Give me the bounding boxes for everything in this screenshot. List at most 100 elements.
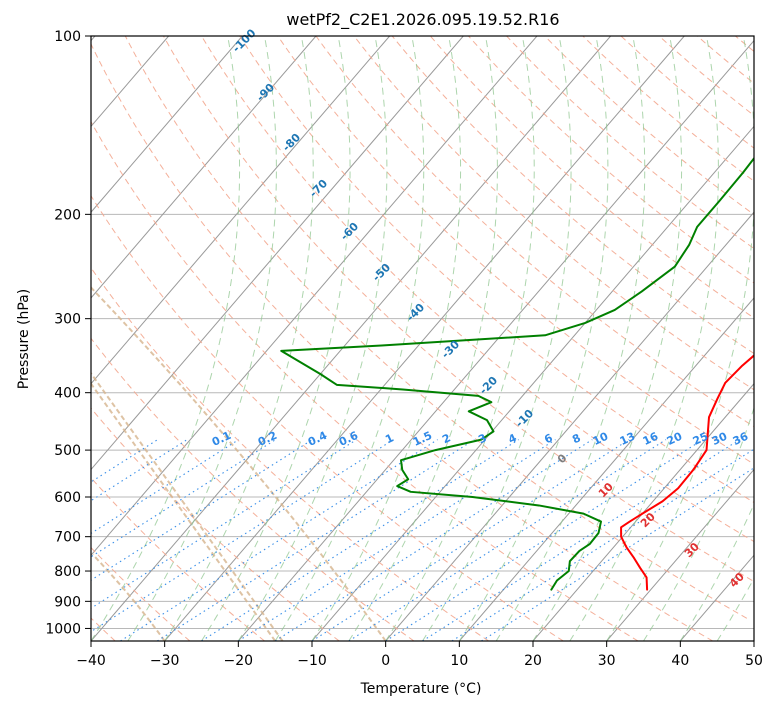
dry-adiabat-line <box>353 36 754 391</box>
moist-adiabat-line <box>753 640 754 641</box>
x-axis-tick-label: −40 <box>76 653 106 669</box>
x-axis-tick-label: 50 <box>745 653 763 669</box>
boundary-dashed-line <box>91 286 387 641</box>
dewpoint-profile-line <box>280 156 754 591</box>
isotherm-line <box>91 36 612 641</box>
moist-adiabat-line <box>606 36 754 641</box>
dry-adiabat-line <box>91 194 564 641</box>
moist-adiabat-line <box>127 36 277 641</box>
y-axis-tick-label: 200 <box>54 207 81 223</box>
mixing-ratio-line <box>91 439 394 633</box>
dry-adiabat-line <box>124 36 748 619</box>
dry-adiabat-line <box>239 36 754 504</box>
dry-adiabat-line <box>315 36 754 428</box>
dry-adiabat-line <box>544 36 754 216</box>
y-axis-tick-label: 800 <box>54 564 81 580</box>
isotherm-line <box>91 36 96 42</box>
mixing-ratio-line <box>91 439 240 535</box>
mixing-ratio-line <box>451 448 754 641</box>
y-axis-label: Pressure (hPa) <box>16 289 32 389</box>
x-axis-label: Temperature (°C) <box>360 681 482 697</box>
x-axis-tick-label: 20 <box>524 653 542 669</box>
moist-adiabat-line <box>385 36 535 641</box>
moist-adiabat-line <box>311 36 462 641</box>
isotherm-line <box>606 468 754 641</box>
boundary-dashed-line <box>92 553 166 641</box>
moist-adiabat-line <box>679 502 754 641</box>
isotherm-line <box>458 297 754 641</box>
dry-adiabat-line <box>391 36 754 355</box>
mixing-ratio-label: 10 <box>591 430 611 448</box>
dry-adiabat-line <box>91 42 714 641</box>
dry-adiabat-line <box>429 36 752 317</box>
dry-adiabat-line <box>468 36 754 284</box>
moist-adiabat-line <box>569 36 719 641</box>
isotherm-line <box>91 36 464 471</box>
isotherm-line <box>385 211 754 641</box>
mixing-ratio-line <box>91 439 158 483</box>
dry-adiabat-line <box>91 266 489 641</box>
moist-adiabat-line <box>164 36 314 641</box>
mixing-ratio-label: 13 <box>618 430 637 448</box>
mixing-ratio-label: 36 <box>731 430 751 448</box>
y-axis-tick-label: 900 <box>54 594 81 610</box>
mixing-ratio-label: 25 <box>691 430 710 448</box>
dry-adiabat-line <box>582 36 753 181</box>
plot-layer <box>91 36 754 641</box>
dry-adiabat-line <box>91 338 415 641</box>
dry-adiabat-line <box>620 36 754 149</box>
moist-adiabat-line <box>422 36 572 641</box>
y-axis-tick-label: 300 <box>54 312 81 328</box>
x-axis-tick-label: 10 <box>450 653 468 669</box>
y-axis-tick-label: 600 <box>54 490 81 506</box>
boundary-dashed-line <box>91 372 284 641</box>
moist-adiabat-line <box>201 36 351 641</box>
x-axis-tick-label: 30 <box>598 653 616 669</box>
y-axis-tick-label: 1000 <box>45 621 81 637</box>
boundary-dashed-line <box>91 381 276 641</box>
mixing-ratio-line <box>91 439 188 501</box>
dry-adiabat-line <box>658 36 754 117</box>
dry-adiabat-line <box>277 36 754 465</box>
mixing-ratio-line <box>91 439 313 581</box>
y-axis-tick-label: 500 <box>54 443 81 459</box>
y-axis-tick-label: 400 <box>54 386 81 402</box>
dry-adiabat-line <box>91 617 116 641</box>
moist-adiabat-line <box>532 36 683 641</box>
dry-adiabat-line <box>91 120 639 641</box>
isotherm-line <box>91 36 538 557</box>
temperature-profile-line <box>620 354 754 591</box>
isotherm-line <box>164 36 685 641</box>
dry-adiabat-line <box>162 36 753 581</box>
isotherm-line <box>91 36 391 385</box>
moist-adiabat-line <box>643 406 754 641</box>
x-axis-tick-label: −10 <box>297 653 327 669</box>
isotherm-line <box>532 382 754 641</box>
mixing-ratio-label: 30 <box>710 430 730 448</box>
dry-adiabat-line <box>91 546 191 641</box>
x-axis-tick-label: 40 <box>671 653 689 669</box>
x-axis-tick-label: 0 <box>381 653 390 669</box>
isotherm-line <box>753 640 754 641</box>
plot-background <box>91 36 754 641</box>
y-axis-tick-label: 700 <box>54 530 81 546</box>
isotherm-line <box>311 125 754 641</box>
x-axis-tick-label: −30 <box>150 653 180 669</box>
dry-adiabat-line <box>91 477 265 641</box>
mixing-ratio-label: 16 <box>641 430 661 448</box>
moist-adiabat-line <box>495 36 646 641</box>
dry-adiabat-line <box>91 407 340 641</box>
chart-title: wetPf2_C2E1.2026.095.19.52.R16 <box>286 10 559 30</box>
moist-adiabat-line <box>274 36 425 641</box>
moist-adiabat-line <box>237 36 388 641</box>
mixing-ratio-line <box>91 439 276 557</box>
mixing-ratio-label: 20 <box>665 430 685 448</box>
isotherm-line <box>91 36 317 299</box>
moist-adiabat-line <box>91 36 241 641</box>
plot-frame <box>90 35 755 642</box>
y-axis-tick-label: 100 <box>54 29 81 45</box>
isotherm-line <box>91 36 243 213</box>
dry-adiabat-line <box>506 36 754 249</box>
